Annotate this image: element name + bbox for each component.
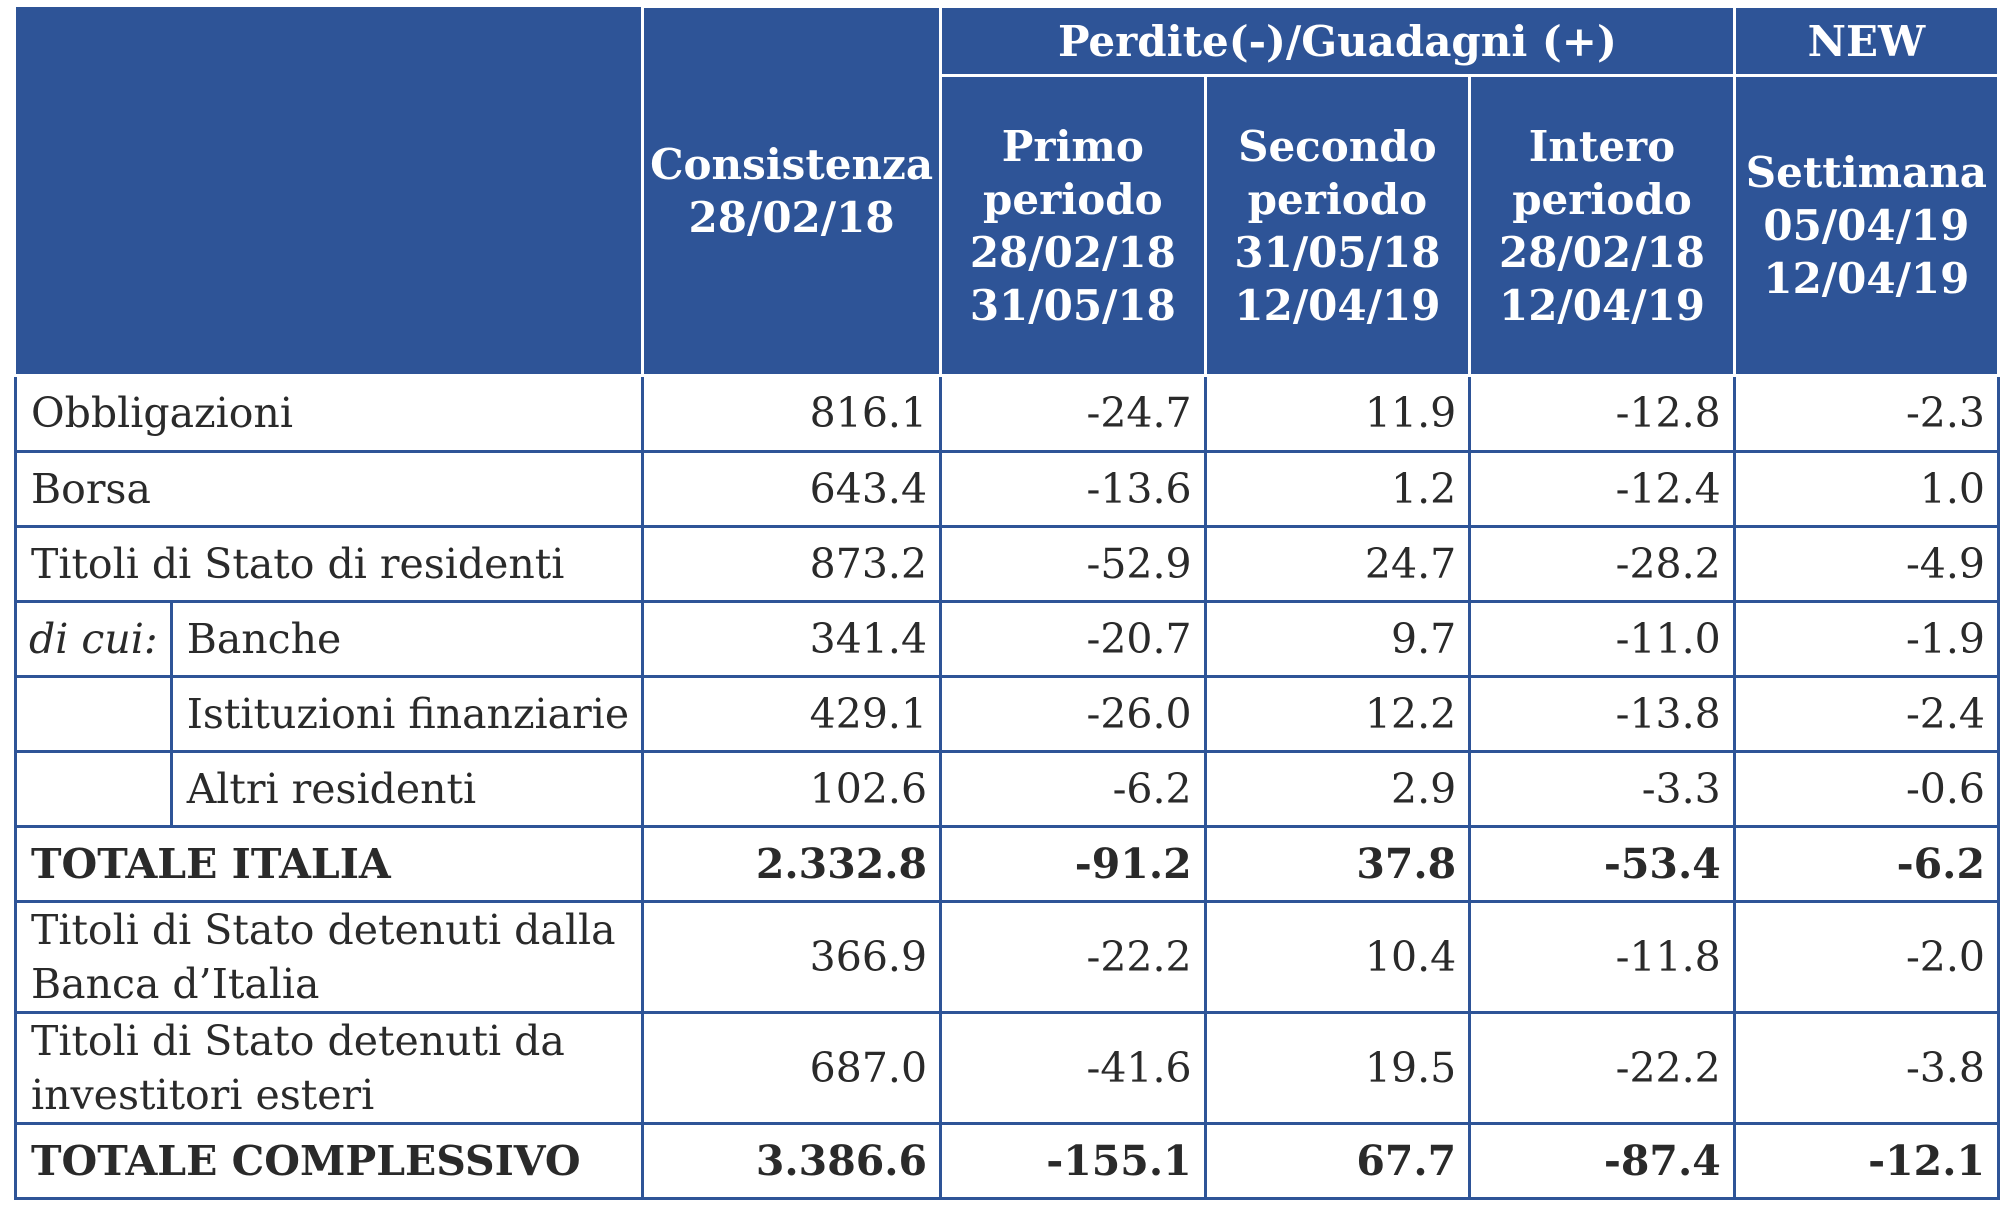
header-corner xyxy=(15,6,645,377)
cell-intero: -11.8 xyxy=(1468,900,1736,1014)
cell-intero: -28.2 xyxy=(1468,525,1736,603)
table-row: Obbligazioni 816.1 -24.7 11.9 -12.8 -2.3 xyxy=(13,374,2000,453)
cell-primo: -26.0 xyxy=(939,675,1207,753)
cell-secondo: 37.8 xyxy=(1203,825,1472,903)
cell-consistenza: 816.1 xyxy=(641,374,943,453)
cell-consistenza: 3.386.6 xyxy=(641,1122,943,1200)
row-label: Altri residenti xyxy=(169,750,645,828)
row-label: Titoli di Stato di residenti xyxy=(13,525,645,603)
cell-settimana: -2.0 xyxy=(1732,900,2000,1014)
cell-secondo: 11.9 xyxy=(1203,374,1472,453)
cell-primo: -20.7 xyxy=(939,600,1207,678)
cell-secondo: 1.2 xyxy=(1203,450,1472,528)
cell-settimana: -12.1 xyxy=(1732,1122,2000,1200)
table-container: Consistenza 28/02/18 Perdite(-)/Guadagni… xyxy=(13,5,2000,1200)
cell-consistenza: 873.2 xyxy=(641,525,943,603)
header-new: NEW xyxy=(1732,5,2000,77)
cell-intero: -13.8 xyxy=(1468,675,1736,753)
cell-secondo: 2.9 xyxy=(1203,750,1472,828)
cell-primo: -91.2 xyxy=(939,825,1207,903)
row-prefix-di-cui: di cui: xyxy=(14,600,173,678)
cell-settimana: -0.6 xyxy=(1732,750,2000,828)
cell-primo: -155.1 xyxy=(939,1122,1207,1200)
cell-settimana: -3.8 xyxy=(1732,1011,2000,1125)
row-label: Istituzioni finanziarie xyxy=(169,675,645,753)
table-row: Altri residenti 102.6 -6.2 2.9 -3.3 -0.6 xyxy=(14,750,2000,828)
header-settimana: Settimana 05/04/19 12/04/19 xyxy=(1732,74,2000,377)
cell-intero: -12.8 xyxy=(1468,374,1736,453)
cell-consistenza: 643.4 xyxy=(641,450,943,528)
cell-settimana: -2.3 xyxy=(1732,374,2000,453)
cell-consistenza: 687.0 xyxy=(641,1011,943,1125)
gains-losses-table: Consistenza 28/02/18 Perdite(-)/Guadagni… xyxy=(13,5,2000,1200)
row-label: Titoli di Stato detenuti dalla Banca d’I… xyxy=(13,900,645,1014)
cell-primo: -24.7 xyxy=(939,374,1207,453)
row-label: TOTALE ITALIA xyxy=(13,825,645,903)
row-label: Banche xyxy=(169,600,645,678)
cell-primo: -41.6 xyxy=(939,1011,1207,1125)
cell-consistenza: 102.6 xyxy=(641,750,943,828)
cell-intero: -12.4 xyxy=(1468,450,1736,528)
header-secondo-periodo: Secondo periodo 31/05/18 12/04/19 xyxy=(1203,74,1472,377)
cell-secondo: 9.7 xyxy=(1203,600,1472,678)
table-row: Titoli di Stato detenuti da investitori … xyxy=(13,1011,2000,1125)
table-row-total-complessivo: TOTALE COMPLESSIVO 3.386.6 -155.1 67.7 -… xyxy=(13,1122,2000,1200)
header-consistenza: Consistenza 28/02/18 xyxy=(641,5,943,377)
cell-primo: -6.2 xyxy=(939,750,1207,828)
row-label: TOTALE COMPLESSIVO xyxy=(13,1122,645,1200)
row-prefix-empty xyxy=(14,675,173,753)
table-row: Titoli di Stato detenuti dalla Banca d’I… xyxy=(13,900,2000,1014)
header-group-perdite-guadagni: Perdite(-)/Guadagni (+) xyxy=(939,5,1736,77)
header-primo-periodo: Primo periodo 28/02/18 31/05/18 xyxy=(939,74,1207,377)
cell-secondo: 67.7 xyxy=(1203,1122,1472,1200)
cell-intero: -22.2 xyxy=(1468,1011,1736,1125)
cell-settimana: 1.0 xyxy=(1732,450,2000,528)
cell-intero: -87.4 xyxy=(1468,1122,1736,1200)
table-row: Istituzioni finanziarie 429.1 -26.0 12.2… xyxy=(14,675,2000,753)
cell-secondo: 19.5 xyxy=(1203,1011,1472,1125)
cell-consistenza: 429.1 xyxy=(641,675,943,753)
cell-intero: -3.3 xyxy=(1468,750,1736,828)
cell-secondo: 24.7 xyxy=(1203,525,1472,603)
row-label: Titoli di Stato detenuti da investitori … xyxy=(13,1011,645,1125)
cell-settimana: -6.2 xyxy=(1732,825,2000,903)
header-intero-periodo: Intero periodo 28/02/18 12/04/19 xyxy=(1468,74,1736,377)
cell-secondo: 10.4 xyxy=(1203,900,1472,1014)
table-row: di cui: Banche 341.4 -20.7 9.7 -11.0 -1.… xyxy=(14,600,2000,678)
table-row: Borsa 643.4 -13.6 1.2 -12.4 1.0 xyxy=(13,450,2000,528)
cell-consistenza: 2.332.8 xyxy=(641,825,943,903)
cell-primo: -22.2 xyxy=(939,900,1207,1014)
cell-settimana: -4.9 xyxy=(1732,525,2000,603)
cell-settimana: -2.4 xyxy=(1732,675,2000,753)
row-label: Borsa xyxy=(13,450,645,528)
table-row: Titoli di Stato di residenti 873.2 -52.9… xyxy=(13,525,2000,603)
table-row-total-italia: TOTALE ITALIA 2.332.8 -91.2 37.8 -53.4 -… xyxy=(13,825,2000,903)
cell-primo: -13.6 xyxy=(939,450,1207,528)
row-prefix-empty xyxy=(14,750,173,828)
cell-primo: -52.9 xyxy=(939,525,1207,603)
cell-consistenza: 366.9 xyxy=(641,900,943,1014)
row-label: Obbligazioni xyxy=(13,374,645,453)
cell-secondo: 12.2 xyxy=(1203,675,1472,753)
cell-consistenza: 341.4 xyxy=(641,600,943,678)
cell-settimana: -1.9 xyxy=(1732,600,2000,678)
cell-intero: -11.0 xyxy=(1468,600,1736,678)
cell-intero: -53.4 xyxy=(1468,825,1736,903)
